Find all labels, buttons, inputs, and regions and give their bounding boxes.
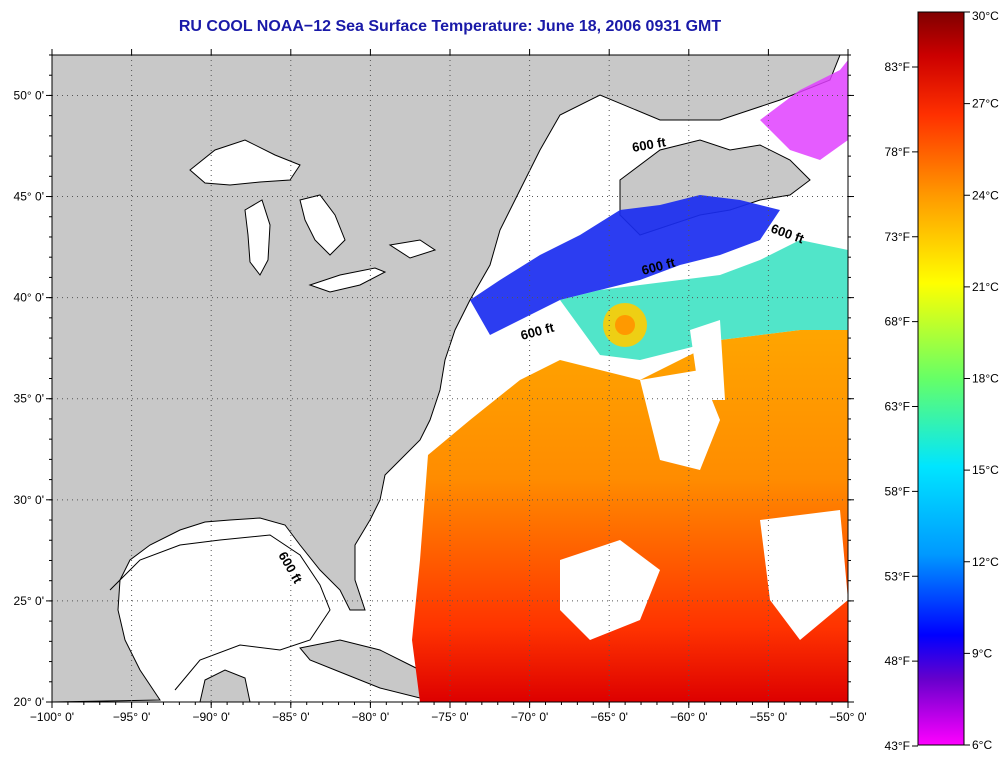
lon-label: −90° 0'	[192, 710, 229, 724]
lon-label: −65° 0'	[590, 710, 627, 724]
lat-label: 45° 0'	[14, 190, 44, 204]
yucatan-peninsula	[199, 669, 251, 702]
lat-label: 25° 0'	[14, 594, 44, 608]
colorbar	[917, 11, 965, 746]
colorbar-f-label: 63°F	[885, 400, 910, 414]
colorbar-c-label: 27°C	[972, 97, 999, 111]
colorbar-c-label: 24°C	[972, 188, 999, 202]
lon-label: −95° 0'	[113, 710, 150, 724]
lat-label: 30° 0'	[14, 493, 44, 507]
colorbar-c-label: 15°C	[972, 463, 999, 477]
lon-label: −60° 0'	[670, 710, 707, 724]
colorbar-f-label: 83°F	[885, 60, 910, 74]
colorbar-fahrenheit-labels: 83°F 78°F 73°F 68°F 63°F 58°F 53°F 48°F 43°F	[885, 60, 918, 753]
sst-cold-region	[760, 60, 848, 160]
map-title: RU COOL NOAA−12 Sea Surface Temperature:…	[178, 18, 722, 35]
lon-label: −70° 0'	[511, 710, 548, 724]
colorbar-f-label: 73°F	[885, 230, 910, 244]
colorbar-f-label: 48°F	[885, 654, 910, 668]
isobath-label: 600 ft	[631, 134, 668, 155]
colorbar-f-label: 78°F	[885, 145, 910, 159]
colorbar-c-label: 30°C	[972, 9, 999, 23]
cloud-cover	[560, 320, 848, 640]
lat-label: 40° 0'	[14, 291, 44, 305]
lon-label: −55° 0'	[750, 710, 787, 724]
sst-warm-region	[412, 330, 848, 702]
map-border	[51, 54, 849, 703]
colorbar-f-label: 58°F	[885, 484, 910, 498]
longitude-labels: −100° 0' −95° 0' −90° 0' −85° 0' −80° 0' −75°…	[30, 710, 867, 724]
gulf-isobath-line	[109, 534, 331, 691]
great-lakes	[189, 139, 437, 293]
lon-label: −85° 0'	[272, 710, 309, 724]
lon-label: −50° 0'	[829, 710, 866, 724]
sst-cool-region	[470, 195, 780, 335]
colorbar-celsius-labels: 30°C 27°C 24°C 21°C 18°C 15°C 12°C 9°C 6°C	[964, 9, 999, 752]
colorbar-f-label: 68°F	[885, 315, 910, 329]
lon-label: −80° 0'	[352, 710, 389, 724]
lon-label: −75° 0'	[431, 710, 468, 724]
colorbar-c-label: 21°C	[972, 280, 999, 294]
lat-label: 50° 0'	[14, 88, 44, 102]
warm-core-eddy-center	[615, 315, 635, 335]
colorbar-f-label: 53°F	[885, 569, 910, 583]
lon-label: −100° 0'	[30, 710, 74, 724]
colorbar-c-label: 6°C	[972, 738, 992, 752]
lat-label: 20° 0'	[14, 695, 44, 709]
latitude-labels: 20° 0' 25° 0' 30° 0' 35° 0' 40° 0' 45° 0' 50° …	[14, 88, 44, 709]
colorbar-c-label: 18°C	[972, 372, 999, 386]
colorbar-f-label: 43°F	[885, 739, 910, 753]
lat-label: 35° 0'	[14, 392, 44, 406]
colorbar-c-label: 12°C	[972, 555, 999, 569]
colorbar-c-label: 9°C	[972, 646, 992, 660]
